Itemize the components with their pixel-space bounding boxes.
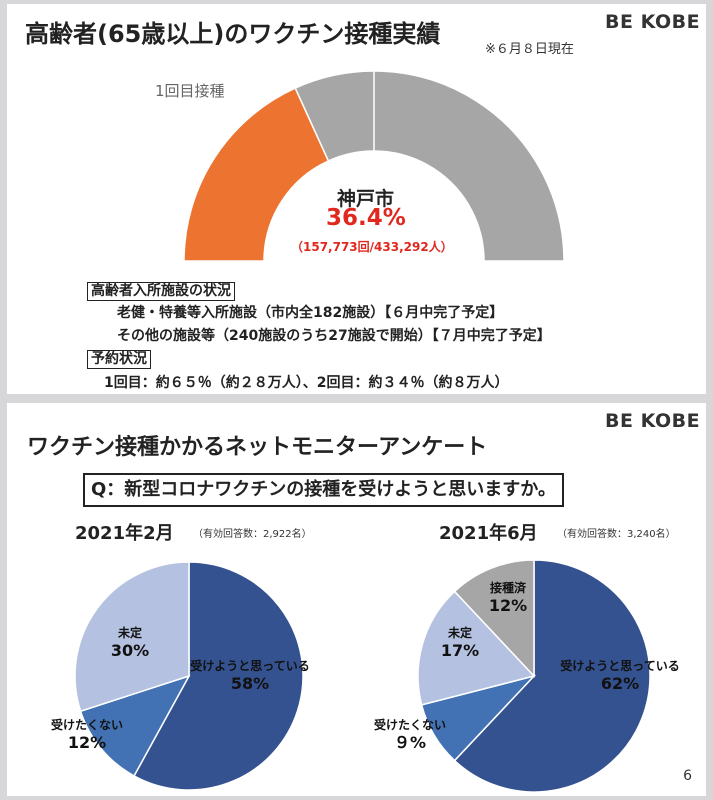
facility-heading: 高齢者入所施設の状況 bbox=[87, 282, 235, 301]
pie-slice-1 bbox=[79, 674, 191, 777]
jun-chart-subtitle: （有効回答数：3,240名） bbox=[557, 529, 676, 540]
pie-label-3: 接種済 bbox=[490, 580, 527, 595]
gauge-legend-label: 1回目接種 bbox=[155, 82, 225, 100]
survey-question: Q：新型コロナワクチンの接種を受けようと思いますか。 bbox=[83, 473, 564, 507]
pie-slice-0 bbox=[453, 559, 651, 793]
panel-title: 高齢者(65歳以上)のワクチン接種実績 bbox=[25, 20, 441, 48]
be-kobe-logo: BE KOBE bbox=[605, 11, 701, 33]
pie-label-1: 受けたくない bbox=[51, 717, 123, 732]
pie-value-label-2: 30% bbox=[111, 641, 149, 660]
vaccination-gauge bbox=[183, 70, 565, 262]
pie-label-0: 受けようと思っている bbox=[560, 658, 679, 673]
pie-label-1: 受けたくない bbox=[374, 717, 446, 732]
pie-slice-2 bbox=[74, 561, 190, 713]
survey-panel: ワクチン接種かかるネットモニターアンケート BE KOBE Q：新型コロナワクチ… bbox=[7, 403, 706, 796]
gauge-segment-remaining bbox=[294, 70, 565, 262]
page-number: 6 bbox=[683, 768, 692, 784]
feb-chart-title: 2021年2月 bbox=[75, 523, 174, 544]
pie-label-0: 受けようと思っている bbox=[190, 658, 309, 673]
pie-value-label-1: 12% bbox=[68, 733, 106, 752]
pie-slice-3 bbox=[453, 559, 535, 678]
pie-value-label-3: 12% bbox=[489, 596, 527, 615]
pie-slice-2 bbox=[417, 590, 536, 706]
pie-value-label-0: 58% bbox=[231, 674, 269, 693]
as-of-date: ※６月８日現在 bbox=[485, 42, 574, 57]
booking-heading: 予約状況 bbox=[87, 350, 151, 369]
facility-line-2: その他の施設等（240施設のうち27施設で開始）【７月中完了予定】 bbox=[117, 328, 551, 344]
pie-value-label-1: ９% bbox=[394, 733, 426, 752]
pie-value-label-2: 17% bbox=[441, 641, 479, 660]
vaccination-rate: 36.4% bbox=[326, 205, 406, 231]
pie-slice-0 bbox=[133, 561, 304, 791]
vaccination-detail: （157,773回/433,292人） bbox=[291, 240, 453, 254]
facility-line-1: 老健・特養等入所施設（市内全182施設）【６月中完了予定】 bbox=[117, 305, 504, 321]
survey-title: ワクチン接種かかるネットモニターアンケート bbox=[27, 435, 488, 460]
booking-line: 1回目：約６５％（約２８万人）、2回目：約３４％（約８万人） bbox=[104, 375, 509, 391]
pie-label-2: 未定 bbox=[117, 625, 142, 640]
pie-label-2: 未定 bbox=[447, 625, 472, 640]
vaccination-results-panel: 高齢者(65歳以上)のワクチン接種実績 ※６月８日現在 BE KOBE 1回目接… bbox=[7, 4, 706, 394]
city-label: 神戸市 bbox=[337, 188, 395, 210]
jun-chart-title: 2021年6月 bbox=[439, 523, 538, 544]
pie-value-label-0: 62% bbox=[601, 674, 639, 693]
be-kobe-logo: BE KOBE bbox=[605, 410, 701, 432]
feb-chart-subtitle: （有効回答数：2,922名） bbox=[193, 529, 312, 540]
